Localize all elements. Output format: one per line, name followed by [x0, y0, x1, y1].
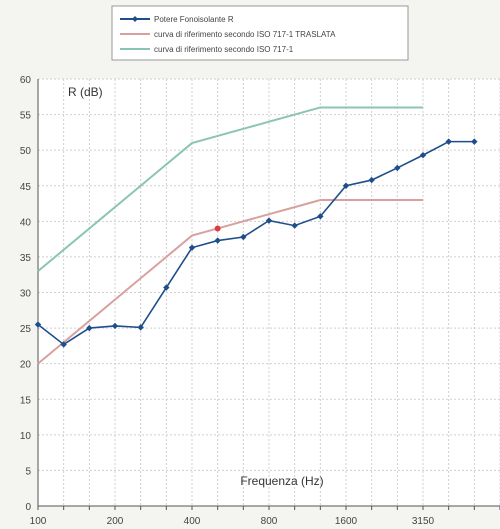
legend-box [111, 5, 409, 61]
series-layer [34, 106, 478, 365]
y-tick-label: 55 [20, 111, 32, 122]
data-point [34, 321, 42, 328]
legend-entry: Potere Fonoisolante R [154, 15, 234, 24]
data-point [445, 138, 452, 145]
y-axis-label: R (dB) [68, 85, 103, 99]
data-point [214, 237, 221, 244]
x-tick-label: 100 [30, 516, 47, 527]
y-tick-label: 20 [20, 360, 32, 371]
x-tick-label: 3150 [412, 516, 435, 527]
data-point [240, 233, 247, 241]
highlight-point [214, 225, 221, 232]
axes [37, 79, 500, 510]
series-line [37, 198, 423, 365]
y-tick-label: 50 [20, 146, 32, 157]
x-axis-label: Frequenza (Hz) [240, 474, 323, 488]
legend-marker [132, 16, 138, 22]
data-point [265, 217, 273, 224]
data-point [419, 151, 427, 159]
y-tick-label: 30 [20, 289, 32, 300]
x-tick-label: 800 [261, 516, 278, 527]
data-point [111, 322, 119, 330]
legend-entry: curva di riferimento secondo ISO 717-1 T… [154, 30, 336, 39]
data-point [342, 182, 350, 189]
data-point [60, 341, 67, 348]
y-tick-label: 40 [20, 217, 32, 228]
y-tick-label: 0 [25, 502, 31, 513]
x-tick-label: 400 [184, 516, 201, 527]
data-point [188, 244, 196, 251]
data-point [471, 138, 478, 145]
tick-labels: 0 5 10 15 20 25 30 35 40 45 50 55 60 100 200 400 800 1600… [20, 75, 435, 527]
data-point [86, 324, 93, 332]
legend: Potere Fonoisolante R curva di riferiment… [111, 5, 409, 61]
y-tick-label: 10 [20, 431, 32, 442]
grid [37, 78, 500, 507]
data-point [317, 213, 324, 220]
data-point [368, 176, 375, 184]
y-tick-label: 5 [25, 466, 31, 477]
data-point [291, 222, 298, 229]
y-tick-label: 15 [20, 395, 32, 406]
x-tick-label: 200 [107, 516, 124, 527]
data-point [163, 284, 170, 291]
y-tick-label: 35 [20, 253, 32, 264]
series-line [37, 140, 475, 346]
data-point [394, 164, 401, 172]
series-line [37, 106, 423, 272]
y-tick-label: 60 [20, 75, 32, 86]
y-tick-label: 25 [20, 324, 32, 335]
data-point [137, 324, 144, 331]
legend-entry: curva di riferimento secondo ISO 717-1 [154, 45, 294, 54]
x-tick-label: 1600 [335, 516, 358, 527]
y-tick-label: 45 [20, 182, 32, 193]
